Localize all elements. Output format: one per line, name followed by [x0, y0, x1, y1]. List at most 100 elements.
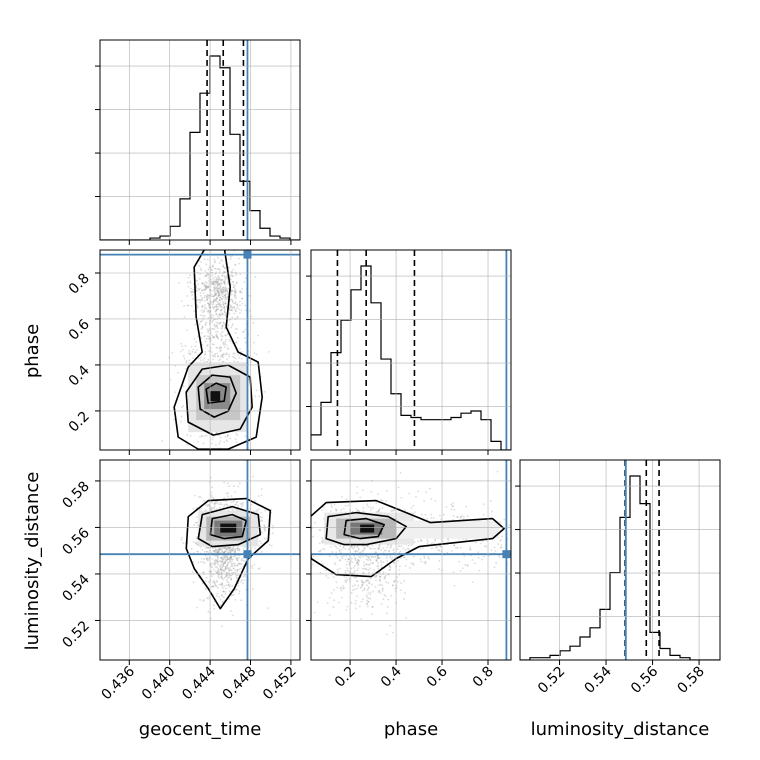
scatter-point	[321, 537, 324, 540]
panel-luminosity-distance-vs-phase	[306, 459, 606, 665]
scatter-point	[366, 599, 369, 602]
scatter-point	[407, 544, 410, 547]
scatter-point	[207, 359, 210, 361]
scatter-point	[230, 594, 233, 597]
scatter-point	[217, 551, 220, 554]
scatter-point	[206, 557, 209, 560]
scatter-point	[213, 502, 216, 505]
scatter-point	[225, 353, 228, 356]
scatter-point	[384, 577, 387, 579]
scatter-point	[219, 309, 222, 312]
scatter-point	[604, 525, 606, 527]
scatter-point	[237, 315, 239, 318]
scatter-point	[453, 544, 455, 547]
scatter-point	[200, 261, 202, 263]
scatter-point	[234, 548, 237, 551]
scatter-point	[514, 533, 516, 535]
scatter-point	[202, 571, 205, 574]
scatter-point	[378, 575, 381, 578]
scatter-point	[537, 526, 539, 528]
scatter-point	[371, 555, 373, 558]
scatter-point	[204, 289, 207, 291]
scatter-point	[224, 455, 226, 457]
scatter-point	[199, 294, 202, 297]
scatter-point	[528, 524, 530, 526]
scatter-point	[200, 356, 202, 359]
scatter-point	[380, 564, 383, 567]
scatter-point	[220, 339, 223, 342]
scatter-point	[222, 313, 224, 316]
scatter-point	[363, 567, 366, 570]
scatter-point	[216, 298, 218, 301]
scatter-point	[218, 277, 221, 280]
scatter-point	[356, 561, 358, 564]
scatter-point	[366, 545, 369, 548]
scatter-point	[372, 590, 374, 593]
scatter-point	[231, 275, 234, 277]
scatter-point	[249, 361, 252, 364]
scatter-point	[207, 546, 210, 549]
scatter-point	[205, 307, 208, 310]
scatter-point	[393, 509, 396, 512]
scatter-point	[222, 302, 224, 305]
scatter-point	[216, 580, 219, 583]
scatter-point	[213, 505, 216, 508]
scatter-point	[251, 567, 254, 570]
scatter-point	[469, 546, 472, 549]
scatter-point	[267, 350, 270, 353]
scatter-point	[228, 546, 231, 549]
scatter-point	[227, 324, 230, 327]
scatter-point	[225, 287, 227, 290]
scatter-point	[213, 289, 216, 292]
scatter-point	[367, 569, 370, 571]
scatter-point	[336, 568, 339, 571]
scatter-point	[207, 309, 210, 312]
scatter-point	[207, 303, 210, 305]
scatter-point	[219, 440, 222, 443]
scatter-point	[199, 451, 201, 453]
scatter-point	[210, 508, 213, 511]
scatter-point	[217, 561, 219, 563]
scatter-point	[220, 594, 223, 596]
scatter-point	[218, 321, 221, 324]
scatter-point	[223, 504, 226, 506]
scatter-point	[254, 547, 256, 550]
scatter-point	[215, 287, 218, 290]
scatter-point	[550, 509, 552, 511]
scatter-point	[192, 581, 195, 584]
scatter-point	[181, 345, 184, 348]
scatter-point	[222, 568, 224, 571]
scatter-point	[344, 558, 347, 561]
scatter-point	[202, 314, 204, 317]
scatter-point	[234, 264, 237, 267]
scatter-point	[211, 281, 214, 283]
scatter-point	[230, 555, 233, 558]
density-contour	[205, 382, 227, 404]
scatter-point	[207, 268, 210, 271]
scatter-point	[215, 431, 218, 434]
scatter-point	[190, 304, 193, 307]
scatter-point	[460, 515, 463, 517]
scatter-point	[242, 576, 245, 578]
scatter-point	[231, 614, 234, 617]
scatter-point	[224, 568, 227, 571]
scatter-point	[216, 569, 219, 572]
scatter-point	[517, 524, 519, 526]
scatter-point	[234, 290, 236, 293]
scatter-point	[223, 327, 226, 330]
scatter-point	[319, 571, 322, 574]
scatter-point	[199, 298, 201, 301]
scatter-point	[200, 507, 203, 510]
scatter-point	[409, 567, 411, 569]
truth-marker	[243, 250, 252, 259]
plot-area	[100, 460, 300, 660]
scatter-point	[217, 567, 220, 570]
scatter-point	[205, 287, 208, 290]
scatter-point	[226, 580, 229, 583]
panel-phase-vs-geocent-time	[95, 249, 301, 457]
scatter-point	[227, 584, 230, 587]
scatter-point	[549, 554, 551, 556]
scatter-point	[188, 349, 191, 352]
scatter-point	[181, 536, 183, 539]
scatter-point	[390, 594, 393, 597]
